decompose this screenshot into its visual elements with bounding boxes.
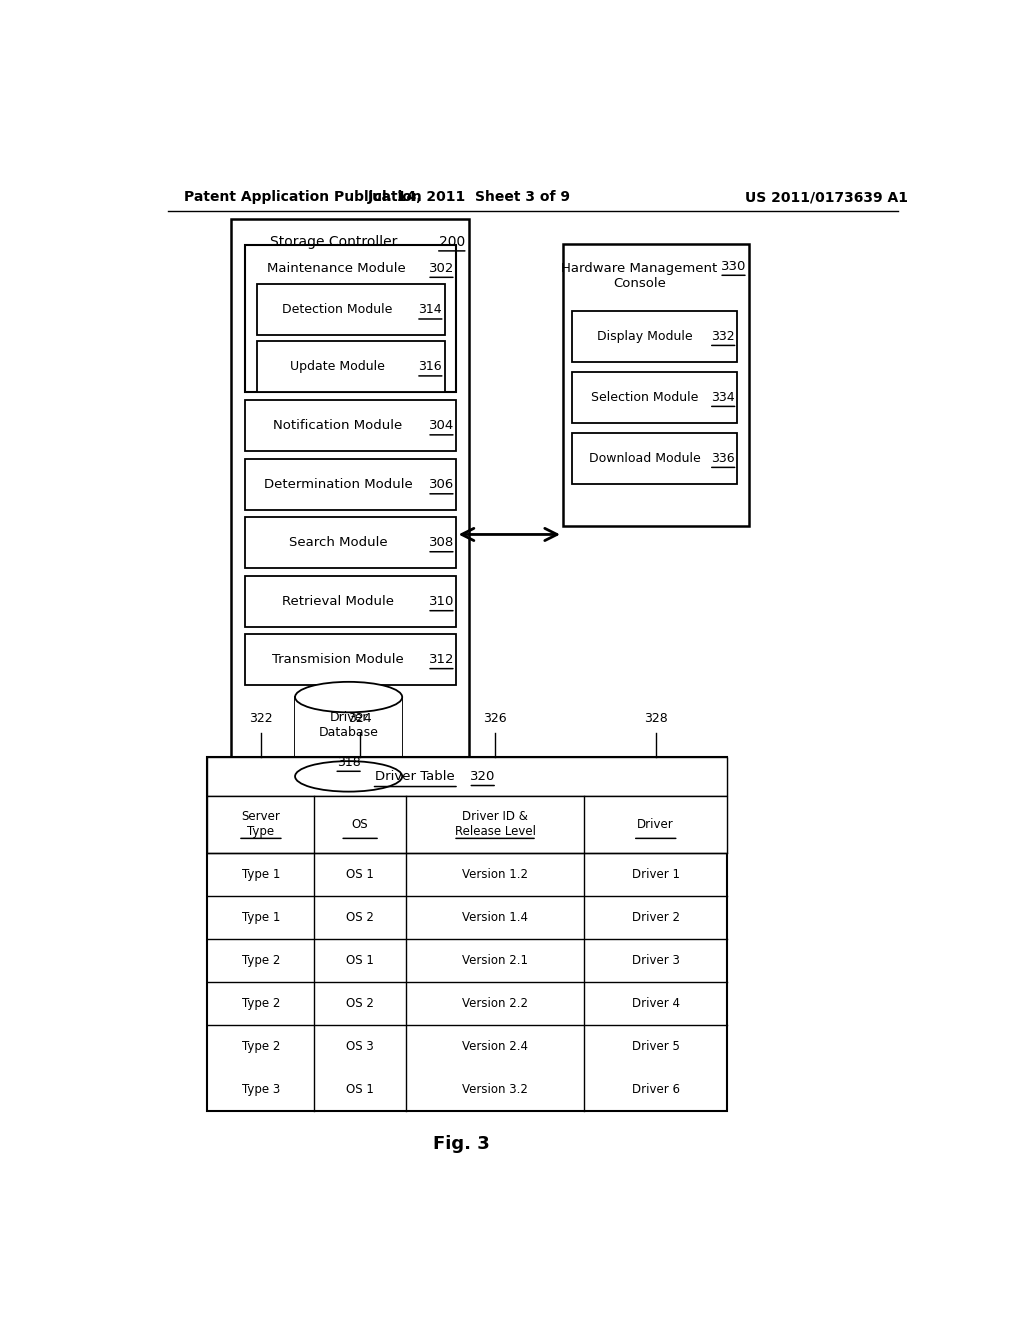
Text: 318: 318 — [337, 755, 360, 768]
Text: Download Module: Download Module — [589, 451, 700, 465]
Text: 320: 320 — [470, 770, 496, 783]
Text: Version 1.4: Version 1.4 — [462, 911, 528, 924]
Polygon shape — [295, 697, 402, 776]
Text: Driver 6: Driver 6 — [632, 1082, 680, 1096]
Text: Jul. 14, 2011  Sheet 3 of 9: Jul. 14, 2011 Sheet 3 of 9 — [368, 190, 570, 205]
Text: Type 1: Type 1 — [242, 867, 281, 880]
Text: 328: 328 — [644, 711, 668, 725]
Text: Storage Controller: Storage Controller — [270, 235, 397, 248]
Text: Selection Module: Selection Module — [591, 391, 698, 404]
Text: OS 1: OS 1 — [346, 867, 374, 880]
Text: 332: 332 — [712, 330, 735, 343]
Text: OS 1: OS 1 — [346, 953, 374, 966]
Text: 200: 200 — [438, 235, 465, 248]
Text: OS 2: OS 2 — [346, 997, 374, 1010]
Text: Maintenance Module: Maintenance Module — [266, 261, 406, 275]
Text: 324: 324 — [348, 711, 372, 725]
Text: US 2011/0173639 A1: US 2011/0173639 A1 — [744, 190, 908, 205]
Text: 312: 312 — [429, 653, 455, 667]
FancyBboxPatch shape — [231, 219, 469, 793]
Text: Hardware Management
Console: Hardware Management Console — [561, 263, 718, 290]
Text: OS: OS — [352, 817, 369, 830]
FancyBboxPatch shape — [572, 312, 737, 362]
Text: Driver Table: Driver Table — [376, 770, 455, 783]
FancyBboxPatch shape — [572, 372, 737, 422]
Text: OS 2: OS 2 — [346, 911, 374, 924]
Ellipse shape — [295, 682, 402, 713]
Text: Detection Module: Detection Module — [283, 304, 392, 317]
Text: Driver: Driver — [637, 817, 674, 830]
Text: Version 2.4: Version 2.4 — [462, 1040, 528, 1053]
FancyBboxPatch shape — [207, 758, 727, 796]
FancyBboxPatch shape — [246, 400, 456, 451]
FancyBboxPatch shape — [207, 796, 727, 853]
Text: 326: 326 — [483, 711, 507, 725]
FancyBboxPatch shape — [246, 634, 456, 685]
Text: Version 3.2: Version 3.2 — [462, 1082, 528, 1096]
FancyBboxPatch shape — [572, 433, 737, 483]
FancyBboxPatch shape — [246, 517, 456, 568]
Text: Type 1: Type 1 — [242, 911, 281, 924]
Text: Version 2.2: Version 2.2 — [462, 997, 528, 1010]
Text: Version 2.1: Version 2.1 — [462, 953, 528, 966]
Text: 336: 336 — [712, 451, 735, 465]
Text: 314: 314 — [419, 304, 442, 317]
Text: Driver 5: Driver 5 — [632, 1040, 680, 1053]
Text: Type 2: Type 2 — [242, 997, 281, 1010]
Text: Type 2: Type 2 — [242, 953, 281, 966]
Text: 304: 304 — [429, 420, 454, 432]
Text: 302: 302 — [429, 261, 455, 275]
Text: Notification Module: Notification Module — [273, 420, 402, 432]
Text: Version 1.2: Version 1.2 — [462, 867, 528, 880]
Text: Driver ID &
Release Level: Driver ID & Release Level — [455, 810, 536, 838]
Text: Driver
Database: Driver Database — [318, 710, 379, 738]
Text: Driver 2: Driver 2 — [632, 911, 680, 924]
Text: OS 1: OS 1 — [346, 1082, 374, 1096]
Text: Driver 1: Driver 1 — [632, 867, 680, 880]
Text: Display Module: Display Module — [597, 330, 693, 343]
Text: 306: 306 — [429, 478, 454, 491]
Text: Determination Module: Determination Module — [263, 478, 413, 491]
Text: 308: 308 — [429, 536, 454, 549]
Text: Transmision Module: Transmision Module — [272, 653, 403, 667]
Text: 334: 334 — [712, 391, 735, 404]
FancyBboxPatch shape — [246, 459, 456, 510]
Text: Retrieval Module: Retrieval Module — [282, 595, 394, 609]
FancyBboxPatch shape — [246, 244, 456, 392]
Text: Type 2: Type 2 — [242, 1040, 281, 1053]
Text: 330: 330 — [721, 260, 746, 273]
Text: Patent Application Publication: Patent Application Publication — [183, 190, 421, 205]
Text: 322: 322 — [249, 711, 272, 725]
Text: Type 3: Type 3 — [242, 1082, 280, 1096]
Text: Fig. 3: Fig. 3 — [433, 1135, 489, 1154]
FancyBboxPatch shape — [257, 342, 444, 392]
Text: Update Module: Update Module — [290, 360, 385, 374]
Text: Driver 4: Driver 4 — [632, 997, 680, 1010]
Ellipse shape — [295, 762, 402, 792]
FancyBboxPatch shape — [207, 758, 727, 1110]
Text: Search Module: Search Module — [289, 536, 387, 549]
Text: OS 3: OS 3 — [346, 1040, 374, 1053]
FancyBboxPatch shape — [257, 284, 444, 335]
Text: Server
Type: Server Type — [242, 810, 281, 838]
FancyBboxPatch shape — [563, 244, 750, 527]
Text: 310: 310 — [429, 595, 455, 609]
Text: 316: 316 — [419, 360, 442, 374]
FancyBboxPatch shape — [246, 576, 456, 627]
Text: Driver 3: Driver 3 — [632, 953, 680, 966]
